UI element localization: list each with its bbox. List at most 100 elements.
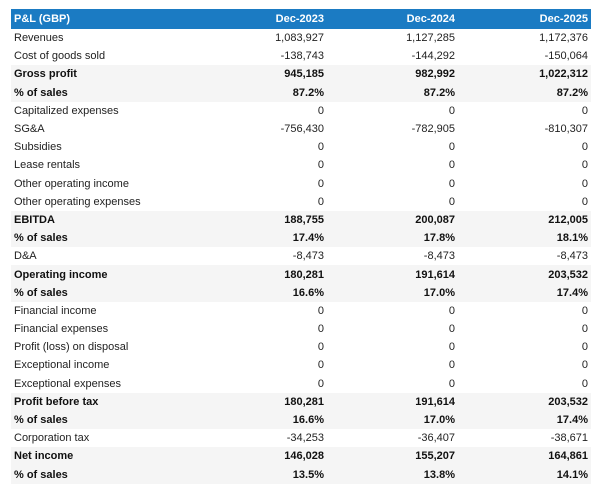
- table-row: Exceptional expenses 0 0 0: [11, 375, 591, 393]
- row-label: Profit (loss) on disposal: [14, 341, 129, 354]
- cell-value: 16.6%: [157, 283, 327, 302]
- cell-value: 87.2%: [157, 83, 327, 102]
- cell-value: 0: [317, 177, 324, 190]
- cell-value: 945,185: [157, 65, 327, 84]
- table-row: Exceptional income 0 0 0: [11, 356, 591, 374]
- cell-value: 1,022,312: [458, 65, 591, 84]
- cell-value: 0: [581, 177, 588, 190]
- cell-value: 146,028: [157, 447, 327, 466]
- row-label: Cost of goods sold: [14, 50, 106, 63]
- row-label: % of sales: [11, 283, 157, 302]
- pl-table: P&L (GBP) Dec-2023 Dec-2024 Dec-2025 Rev…: [11, 9, 591, 484]
- cell-value: 0: [448, 159, 455, 172]
- row-label: Revenues: [14, 32, 64, 45]
- cell-value: 18.1%: [458, 229, 591, 248]
- cell-value: 0: [581, 141, 588, 154]
- cell-value: 164,861: [458, 447, 591, 466]
- column-header: Dec-2025: [458, 9, 591, 29]
- cell-value: 17.0%: [327, 410, 458, 430]
- cell-value: -8,473: [556, 250, 588, 263]
- table-row: Subsidies 0 0 0: [11, 138, 591, 156]
- row-label: % of sales: [11, 465, 157, 484]
- table-row: Capitalized expenses 0 0 0: [11, 102, 591, 120]
- row-label: Corporation tax: [14, 432, 90, 445]
- cell-value: 1,172,376: [539, 32, 588, 45]
- row-label: % of sales: [11, 229, 157, 248]
- row-label: D&A: [14, 250, 37, 263]
- cell-value: 0: [581, 323, 588, 336]
- table-title: P&L (GBP): [11, 9, 157, 29]
- cell-value: 0: [581, 195, 588, 208]
- cell-value: 0: [317, 141, 324, 154]
- cell-value: 17.4%: [458, 410, 591, 430]
- table-row: % of sales 16.6% 17.0% 17.4%: [11, 410, 591, 430]
- cell-value: 982,992: [327, 65, 458, 84]
- cell-value: -138,743: [280, 50, 324, 63]
- cell-value: 0: [581, 359, 588, 372]
- header-row: P&L (GBP) Dec-2023 Dec-2024 Dec-2025: [11, 9, 591, 29]
- cell-value: 0: [448, 359, 455, 372]
- cell-value: -38,671: [550, 432, 588, 445]
- cell-value: -756,430: [280, 123, 324, 136]
- row-label: Financial expenses: [14, 323, 109, 336]
- table-row: Operating income 180,281 191,614 203,532: [11, 265, 591, 284]
- row-label: Exceptional income: [14, 359, 110, 372]
- cell-value: 1,083,927: [275, 32, 324, 45]
- cell-value: 0: [317, 159, 324, 172]
- cell-value: 17.8%: [327, 229, 458, 248]
- cell-value: 17.4%: [157, 229, 327, 248]
- row-label: Other operating expenses: [14, 195, 141, 208]
- cell-value: 155,207: [327, 447, 458, 466]
- cell-value: 1,127,285: [406, 32, 455, 45]
- row-label: Profit before tax: [11, 392, 157, 411]
- table-row: Other operating income 0 0 0: [11, 175, 591, 193]
- cell-value: 212,005: [458, 210, 591, 230]
- table-row: Profit before tax 180,281 191,614 203,532: [11, 392, 591, 411]
- cell-value: 191,614: [327, 392, 458, 411]
- row-label: SG&A: [14, 123, 45, 136]
- table-row: Cost of goods sold -138,743 -144,292 -150,0…: [11, 47, 591, 65]
- table-row: % of sales 87.2% 87.2% 87.2%: [11, 83, 591, 102]
- cell-value: 0: [317, 341, 324, 354]
- cell-value: -144,292: [411, 50, 455, 63]
- table-row: Financial expenses 0 0 0: [11, 320, 591, 338]
- row-label: Capitalized expenses: [14, 104, 119, 117]
- row-label: Gross profit: [11, 65, 157, 84]
- table-row: SG&A -756,430 -782,905 -810,307: [11, 120, 591, 138]
- table-row: % of sales 17.4% 17.8% 18.1%: [11, 229, 591, 248]
- cell-value: 0: [317, 104, 324, 117]
- cell-value: 13.8%: [327, 465, 458, 484]
- cell-value: 0: [448, 195, 455, 208]
- cell-value: 0: [448, 323, 455, 336]
- cell-value: -8,473: [423, 250, 455, 263]
- column-header: Dec-2024: [327, 9, 458, 29]
- cell-value: 0: [448, 304, 455, 317]
- cell-value: 0: [317, 377, 324, 390]
- cell-value: 17.0%: [327, 283, 458, 302]
- cell-value: -34,253: [286, 432, 324, 445]
- cell-value: 0: [581, 104, 588, 117]
- table-row: Lease rentals 0 0 0: [11, 156, 591, 174]
- row-label: Other operating income: [14, 177, 129, 190]
- table-row: Profit (loss) on disposal 0 0 0: [11, 338, 591, 356]
- cell-value: 0: [317, 195, 324, 208]
- cell-value: 180,281: [157, 265, 327, 284]
- cell-value: 87.2%: [458, 83, 591, 102]
- table-row: Net income 146,028 155,207 164,861: [11, 447, 591, 466]
- cell-value: 0: [317, 323, 324, 336]
- table-row: Financial income 0 0 0: [11, 302, 591, 320]
- cell-value: 87.2%: [327, 83, 458, 102]
- cell-value: 0: [581, 159, 588, 172]
- cell-value: -810,307: [544, 123, 588, 136]
- cell-value: 14.1%: [458, 465, 591, 484]
- table-row: % of sales 13.5% 13.8% 14.1%: [11, 465, 591, 484]
- table-row: Other operating expenses 0 0 0: [11, 193, 591, 211]
- table-row: EBITDA 188,755 200,087 212,005: [11, 210, 591, 230]
- cell-value: 16.6%: [157, 410, 327, 430]
- cell-value: 0: [317, 359, 324, 372]
- table-row: Gross profit 945,185 982,992 1,022,312: [11, 65, 591, 84]
- cell-value: -8,473: [292, 250, 324, 263]
- row-label: Subsidies: [14, 141, 62, 154]
- row-label: Net income: [11, 447, 157, 466]
- row-label: % of sales: [11, 410, 157, 430]
